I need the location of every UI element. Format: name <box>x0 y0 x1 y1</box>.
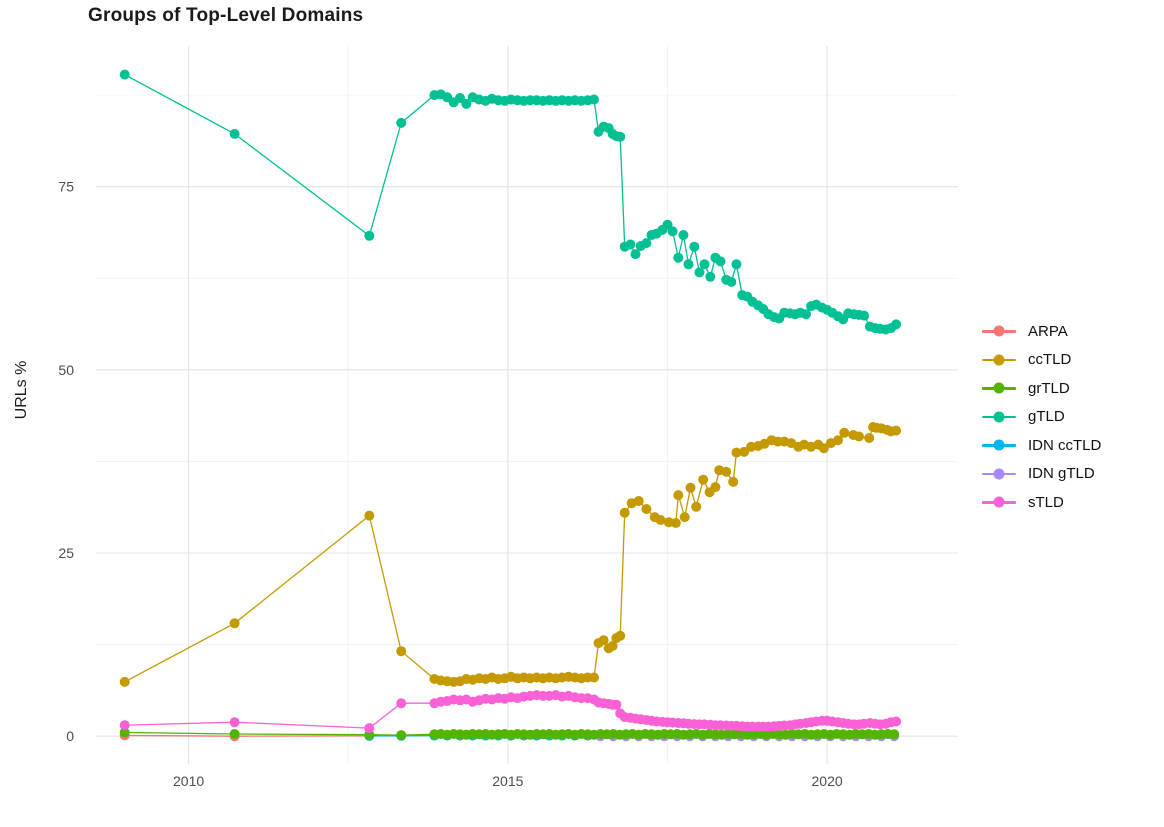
legend-item-ARPA: ARPA <box>982 317 1101 346</box>
legend-item-IDN-gTLD: IDN gTLD <box>982 460 1101 489</box>
legend-item-ccTLD: ccTLD <box>982 346 1101 375</box>
y-axis-title: URLs % <box>13 360 30 420</box>
gridlines <box>96 46 958 764</box>
series-grTLD <box>119 727 900 741</box>
y-tick-label: 50 <box>58 362 74 378</box>
legend-label: ARPA <box>1028 322 1068 340</box>
legend-key-icon <box>982 468 1016 480</box>
legend-item-sTLD: sTLD <box>982 488 1101 517</box>
legend-dot-icon <box>993 382 1005 394</box>
legend-key-icon <box>982 354 1016 366</box>
x-tick-label: 2020 <box>812 773 843 789</box>
axis-tick-labels: 2010 2015 2020 0 25 50 75 <box>58 179 842 789</box>
series-ARPA <box>119 730 375 742</box>
y-tick-label: 75 <box>58 179 74 195</box>
legend-label: IDN gTLD <box>1028 465 1095 483</box>
chart-title: Groups of Top-Level Domains <box>88 5 364 26</box>
legend-item-grTLD: grTLD <box>982 374 1101 403</box>
legend-key-icon <box>982 411 1016 423</box>
series-ccTLD <box>119 422 902 687</box>
legend-label: sTLD <box>1028 493 1064 511</box>
chart-canvas: 2010 2015 2020 0 25 50 75 <box>58 46 958 789</box>
y-tick-label: 25 <box>58 545 74 561</box>
legend-item-IDN-ccTLD: IDN ccTLD <box>982 431 1101 460</box>
legend-label: gTLD <box>1028 408 1065 426</box>
legend-dot-icon <box>993 468 1005 480</box>
legend-item-gTLD: gTLD <box>982 403 1101 432</box>
legend-dot-icon <box>993 439 1005 451</box>
legend-key-icon <box>982 439 1016 451</box>
x-tick-label: 2010 <box>173 773 204 789</box>
legend-label: ccTLD <box>1028 351 1072 369</box>
legend-dot-icon <box>993 496 1005 508</box>
legend-dot-icon <box>993 325 1005 337</box>
series-sTLD <box>119 690 902 734</box>
legend-key-icon <box>982 496 1016 508</box>
series-gTLD <box>119 69 902 335</box>
legend-dot-icon <box>993 411 1005 423</box>
legend-key-icon <box>982 382 1016 394</box>
legend: ARPA ccTLD grTLD gTLD IDN ccTLD IDN gTLD sTLD <box>982 317 1101 517</box>
legend-key-icon <box>982 325 1016 337</box>
legend-label: IDN ccTLD <box>1028 436 1102 454</box>
x-tick-label: 2015 <box>492 773 523 789</box>
legend-label: grTLD <box>1028 379 1070 397</box>
y-tick-label: 0 <box>66 728 74 744</box>
legend-dot-icon <box>993 354 1005 366</box>
